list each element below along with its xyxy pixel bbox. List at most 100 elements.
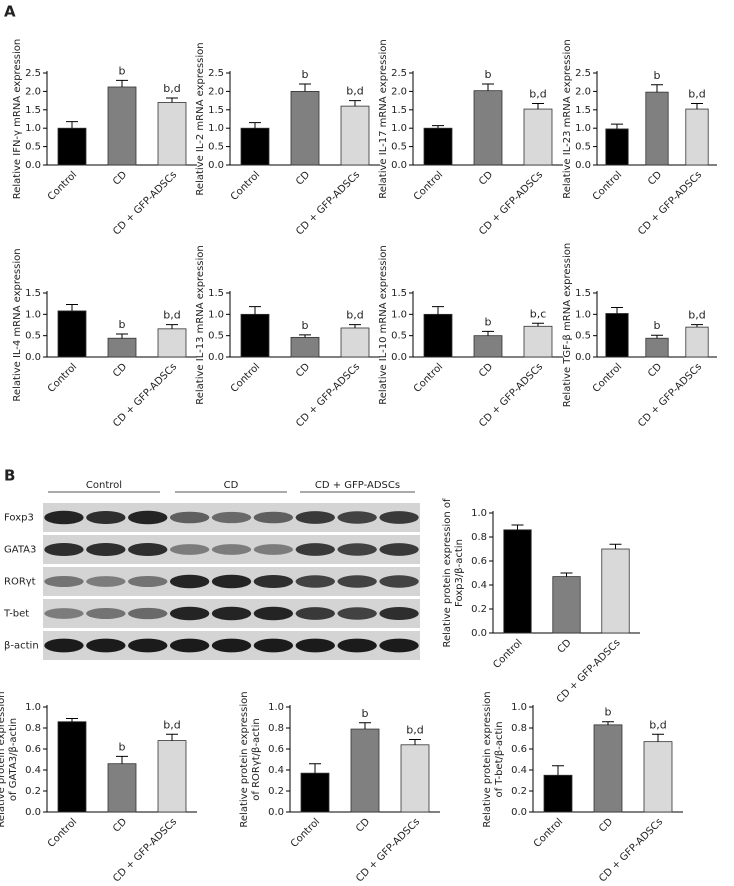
protein-label: Foxp3 [4, 513, 34, 524]
bar [423, 313, 453, 358]
annotation: b [302, 68, 309, 81]
error-bar [309, 763, 321, 774]
y-tick-label: 2.5 [575, 68, 591, 79]
y-axis-label: Relative IFN-γ mRNA expression [12, 39, 23, 200]
y-axis-label: Relative protein expression [0, 691, 7, 827]
blot-band [295, 638, 335, 653]
x-tick-label: Control [229, 169, 262, 202]
error-bar [166, 733, 178, 741]
annotation: b,d [346, 309, 363, 322]
error-bar [482, 83, 494, 91]
error-bar [166, 97, 178, 103]
y-tick-label: 0.0 [391, 352, 407, 363]
y-axis-label: Relative TGF-β mRNA expression [562, 243, 573, 407]
y-tick-label: 0.0 [208, 352, 224, 363]
bar [605, 128, 629, 166]
error-bar [166, 324, 178, 329]
x-tick-label: CD [477, 361, 495, 379]
blot-band [128, 510, 168, 525]
annotation: b [119, 740, 126, 753]
y-tick-label: 0.0 [575, 352, 591, 363]
y-tick-label: 0.0 [511, 807, 527, 818]
bar [107, 86, 137, 166]
bar [685, 326, 709, 358]
error-bar [359, 722, 371, 730]
y-tick-label: 1.0 [511, 702, 527, 713]
bar [107, 337, 137, 358]
blot-band [169, 574, 210, 589]
blot-band [86, 576, 126, 587]
y-tick-label: 0.2 [511, 786, 527, 797]
bar [157, 102, 187, 166]
y-tick-label: 0.0 [575, 160, 591, 171]
annotation: b,d [688, 88, 705, 101]
y-axis-label: of GATA3/β-actin [8, 718, 19, 801]
error-bar [349, 324, 361, 328]
blot-band [86, 638, 126, 653]
error-bar [602, 721, 614, 725]
error-bar [116, 79, 128, 87]
y-tick-label: 0.4 [471, 580, 487, 591]
annotation: b [654, 319, 661, 332]
bar [240, 313, 270, 358]
y-tick-label: 0.5 [208, 331, 224, 342]
error-bar [66, 718, 78, 722]
annotation: b,d [406, 724, 423, 737]
bar [503, 529, 532, 634]
blot-band [86, 608, 126, 619]
error-bar [532, 322, 544, 327]
protein-label: β-actin [4, 641, 39, 652]
y-tick-label: 1.0 [575, 309, 591, 320]
x-tick-label: CD [646, 169, 664, 187]
y-tick-label: 0.5 [575, 331, 591, 342]
annotation: b,d [688, 309, 705, 322]
blot-band [379, 575, 419, 588]
bar [300, 772, 330, 813]
blot-band [253, 574, 294, 589]
protein-label: RORγt [4, 577, 36, 588]
blot-band [379, 543, 419, 556]
y-tick-label: 2.5 [391, 68, 407, 79]
y-axis-label: Relative IL-17 mRNA expression [378, 39, 389, 199]
x-tick-label: CD [646, 361, 664, 379]
annotation: b [302, 319, 309, 332]
y-tick-label: 0.8 [511, 723, 527, 734]
error-bar [691, 324, 703, 328]
y-tick-label: 0.5 [391, 331, 407, 342]
y-tick-label: 0.4 [25, 765, 41, 776]
blot-band [169, 606, 210, 621]
x-tick-label: Control [412, 169, 445, 202]
error-bar [66, 304, 78, 311]
bar [552, 576, 581, 634]
blot-band [44, 608, 84, 619]
blot-band [253, 638, 294, 653]
bar [605, 313, 629, 358]
error-bar [432, 125, 444, 129]
blot-band [379, 638, 419, 653]
blot-band [253, 606, 294, 621]
bar [685, 108, 709, 166]
y-tick-label: 0.0 [208, 160, 224, 171]
blot-band [253, 511, 294, 524]
blot-band [44, 542, 84, 557]
y-tick-label: 2.0 [25, 86, 41, 97]
bar [290, 91, 320, 166]
blot-band [379, 511, 419, 524]
blot-band [253, 544, 294, 555]
y-tick-label: 1.5 [208, 105, 224, 116]
bar [340, 105, 370, 166]
blot-band [128, 576, 168, 587]
panel-label: B [4, 467, 15, 485]
annotation: b [605, 706, 612, 719]
y-tick-label: 0.8 [25, 723, 41, 734]
error-bar [249, 122, 261, 129]
annotation: b [119, 64, 126, 77]
bar [57, 721, 87, 813]
x-tick-label: CD [111, 361, 129, 379]
error-bar [651, 334, 663, 339]
x-tick-label: CD [111, 816, 129, 834]
annotation: b,d [163, 718, 180, 731]
y-tick-label: 0.0 [25, 160, 41, 171]
group-label: CD [224, 480, 239, 491]
bar [57, 310, 87, 358]
